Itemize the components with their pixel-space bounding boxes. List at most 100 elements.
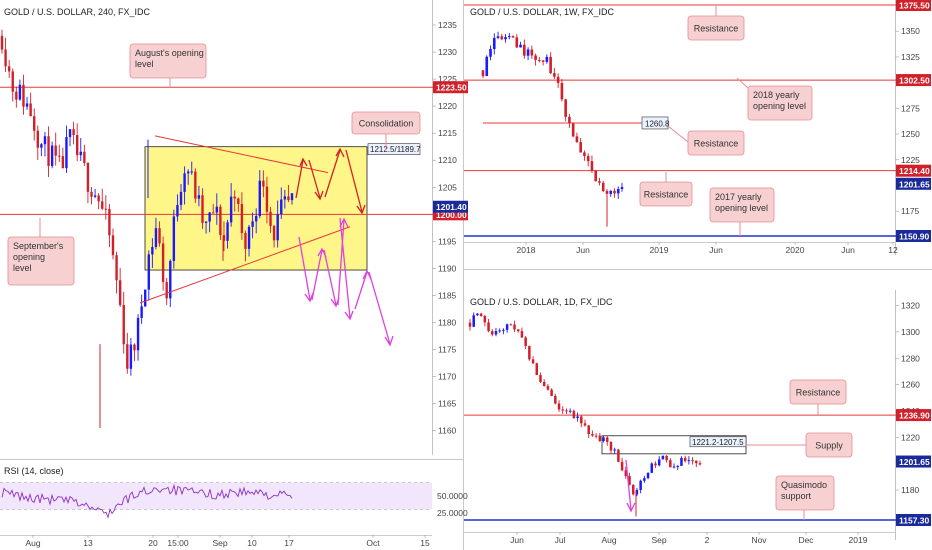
candle-body [111, 235, 115, 256]
current-price-tag [896, 177, 931, 190]
candle-body [609, 441, 613, 451]
candle-body [151, 246, 154, 255]
callout-supply: Supply [746, 432, 853, 458]
candle-body [500, 36, 504, 40]
candle-body [624, 470, 628, 477]
candle-body [212, 212, 215, 214]
price-tick-label: 1215 [438, 128, 457, 138]
candle-body [691, 460, 694, 462]
price-tick-label: 1225 [438, 74, 457, 84]
candle-body [97, 195, 100, 202]
candle-body [590, 161, 594, 171]
callout-resistance-mid-box [687, 130, 745, 156]
candle-body [172, 216, 176, 261]
time-tick-label: 2019 [650, 245, 669, 255]
rsi-band [0, 482, 432, 510]
candle-body [591, 434, 594, 436]
candle-body [58, 155, 61, 157]
time-tick-label: Dec [798, 535, 814, 545]
callout-resistance-top: Resistance [687, 5, 745, 41]
time-tick-label: Jun [576, 245, 590, 255]
price-tick-label: 1175 [438, 345, 457, 355]
candle-body [511, 36, 515, 38]
candle-body [657, 459, 661, 466]
candle-body [586, 156, 590, 162]
candle-body [487, 322, 490, 332]
callout-september-opening-line: opening [13, 252, 45, 262]
candle-body [18, 84, 22, 100]
callout-2017-yearly-line: opening level [715, 203, 768, 213]
callout-quasimodo-line: support [781, 491, 812, 501]
candle-body [208, 212, 211, 222]
candle-body [254, 216, 258, 222]
candle-body [515, 37, 519, 48]
current-price-label: 1201.65 [899, 457, 930, 467]
candle-body [560, 82, 564, 100]
candle-body [244, 233, 247, 249]
levels-weekly: 1375.50 1302.50 1214.40 1150.90 1201.65 1260.… [464, 0, 931, 242]
candle-body [628, 476, 631, 485]
callout-resistance-daily-text: Resistance [796, 388, 841, 398]
candle-body [523, 44, 526, 56]
candle-body [86, 162, 90, 192]
candle-body [222, 235, 226, 241]
candle-body [11, 71, 14, 92]
candle-body [545, 56, 549, 62]
price-tick-label: 1225 [901, 155, 920, 165]
candle-body [507, 36, 511, 38]
candle-body [176, 204, 179, 217]
candle-body [680, 457, 683, 466]
time-tick-label: Sep [651, 535, 666, 545]
candle-body [129, 344, 133, 369]
candle-body [43, 136, 47, 145]
candle-body [516, 329, 520, 332]
daily-arrow-magenta [625, 459, 636, 513]
candle-body [215, 206, 219, 213]
candle-body [108, 209, 111, 236]
candle-body [546, 386, 550, 390]
candle-body [665, 455, 668, 461]
candle-body [698, 463, 702, 465]
rsi-title: RSI (14, close) [4, 466, 64, 476]
candle-body [613, 190, 616, 194]
callout-2017-yearly-text: 2017 yearly opening level [715, 192, 768, 213]
price-tick-label: 1185 [438, 290, 457, 300]
candle-body [556, 76, 560, 83]
candle-body [646, 472, 650, 479]
chart-title-daily: GOLD / U.S. DOLLAR, 1D, FX_IDC [470, 297, 613, 307]
projection-arrows-magenta [298, 217, 394, 347]
time-tick-label: 2020 [786, 245, 805, 255]
levels-daily: 1236.90 1157.30 1201.65 1221.2-1207.5 [464, 409, 931, 526]
chart-title-4h: GOLD / U.S. DOLLAR, 240, FX_IDC [4, 7, 151, 17]
candle-body [669, 460, 672, 468]
time-tick-label: Sep [212, 538, 227, 548]
callout-2018-yearly: 2018 yearly opening level [736, 77, 813, 121]
candles-weekly [481, 31, 624, 227]
price-tick-label: 1220 [438, 101, 457, 111]
candle-body [553, 73, 556, 77]
time-axis-weekly: 2018 Jun 2019 Jun 2020 Jun 12 [464, 242, 898, 255]
chart-4h-panel: 1160116511701175118011851190119512001205… [0, 0, 468, 548]
candle-body [616, 188, 620, 194]
callout-resistance-mid-pointer [667, 125, 689, 143]
callout-quasimodo-box [775, 475, 835, 511]
candle-body [290, 193, 294, 201]
candle-body [115, 255, 118, 281]
callout-august-opening-line: August's opening [135, 48, 204, 58]
candle-body [7, 66, 11, 72]
candle-body [15, 91, 18, 100]
rsi-tick-label: 50.0000 [437, 491, 468, 501]
candle-body [535, 363, 539, 376]
candle-body [631, 484, 635, 495]
level-price-label: 1150.90 [899, 231, 930, 241]
candle-body [509, 324, 513, 326]
time-tick-label: 13 [83, 538, 93, 548]
callout-2018-yearly-pointer [736, 77, 749, 89]
callout-2018-yearly-line: 2018 yearly [753, 90, 800, 100]
candle-body [687, 460, 691, 462]
candle-body [492, 37, 496, 50]
current-price-tag [433, 200, 468, 213]
price-tick-label: 1210 [438, 155, 457, 165]
price-tick-label: 1170 [438, 372, 457, 382]
